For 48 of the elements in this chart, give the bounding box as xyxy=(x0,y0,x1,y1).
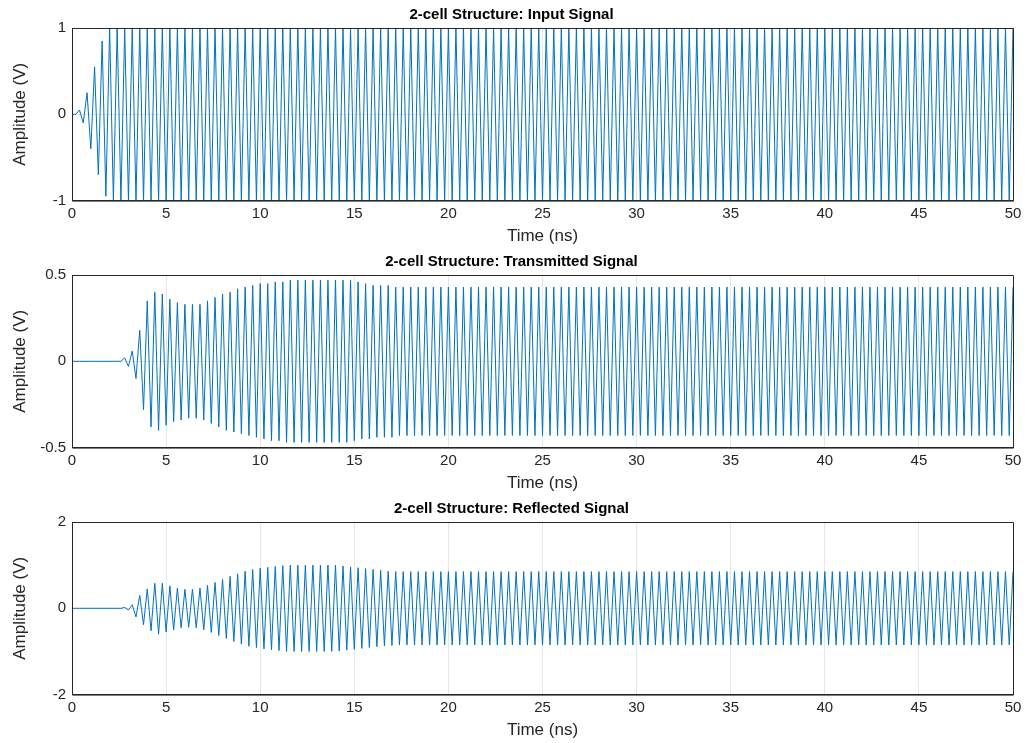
x-tick-label: 5 xyxy=(161,697,171,715)
x-tick-label: 25 xyxy=(534,450,551,468)
x-tick-label: 40 xyxy=(816,203,834,221)
x-tick-label: 15 xyxy=(345,697,363,715)
x-tick-label: 50 xyxy=(1004,697,1022,715)
x-tick-label: 20 xyxy=(440,203,457,221)
x-tick-label: 10 xyxy=(251,697,269,715)
x-tick-label: 45 xyxy=(910,697,928,715)
y-tick-label: -2 xyxy=(52,684,66,702)
y-axis-title: Amplitude (V) xyxy=(9,556,29,660)
x-axis-title: Time (ns) xyxy=(506,226,579,246)
x-tick-label: 25 xyxy=(534,203,551,221)
x-tick-label: 35 xyxy=(722,203,740,221)
x-tick-label: 20 xyxy=(440,450,457,468)
y-tick-label: -0.5 xyxy=(40,437,66,455)
y-axis-title: Amplitude (V) xyxy=(9,62,29,166)
x-tick-label: 25 xyxy=(534,697,551,715)
y-tick-label: 2 xyxy=(57,512,66,530)
x-tick-label: 40 xyxy=(816,697,834,715)
chart-title: 2-cell Structure: Input Signal xyxy=(409,5,614,23)
x-tick-label: 15 xyxy=(345,450,363,468)
x-tick-label: 50 xyxy=(1004,450,1022,468)
x-tick-label: 20 xyxy=(440,697,457,715)
x-tick-label: 35 xyxy=(722,450,740,468)
y-tick-label: 0 xyxy=(57,351,66,369)
x-tick-label: 45 xyxy=(910,203,928,221)
x-tick-label: 45 xyxy=(910,450,928,468)
chart-title: 2-cell Structure: Reflected Signal xyxy=(393,499,630,517)
x-tick-label: 30 xyxy=(628,203,645,221)
x-tick-label: 5 xyxy=(161,203,171,221)
y-axis-title: Amplitude (V) xyxy=(9,309,29,413)
x-tick-label: 10 xyxy=(251,450,269,468)
y-tick-label: 0 xyxy=(57,104,66,122)
x-axis-title: Time (ns) xyxy=(506,720,579,740)
x-tick-label: 35 xyxy=(722,697,740,715)
x-tick-label: 30 xyxy=(628,697,645,715)
x-tick-label: 40 xyxy=(816,450,834,468)
y-tick-label: 1 xyxy=(57,18,66,36)
x-tick-label: 10 xyxy=(251,203,269,221)
x-tick-label: 15 xyxy=(345,203,363,221)
y-tick-label: -1 xyxy=(52,190,66,208)
y-tick-label: 0 xyxy=(57,598,66,616)
x-axis-title: Time (ns) xyxy=(506,473,579,493)
x-tick-label: 5 xyxy=(161,450,171,468)
x-tick-label: 30 xyxy=(628,450,645,468)
x-tick-label: 50 xyxy=(1004,203,1022,221)
chart-title: 2-cell Structure: Transmitted Signal xyxy=(385,252,638,270)
y-tick-label: 0.5 xyxy=(45,265,66,283)
